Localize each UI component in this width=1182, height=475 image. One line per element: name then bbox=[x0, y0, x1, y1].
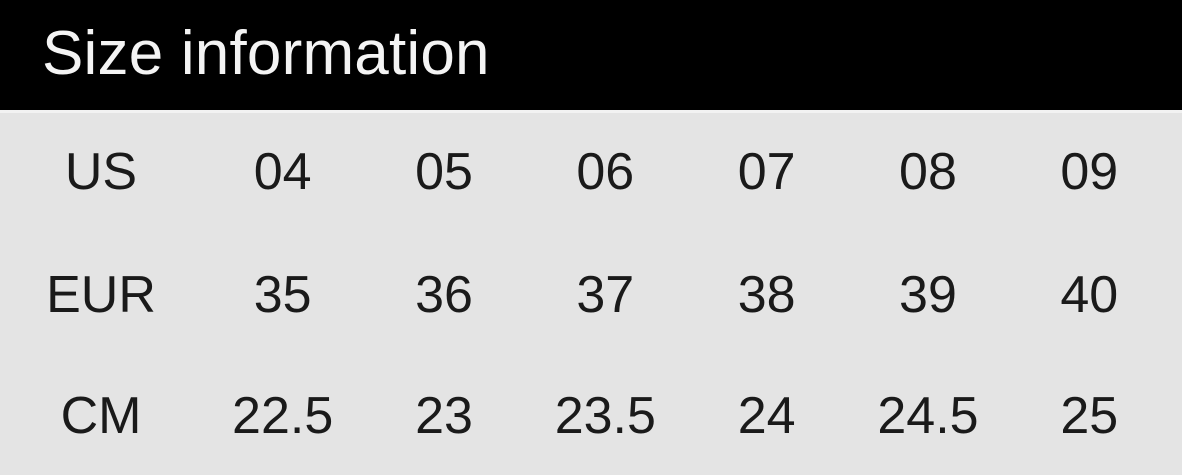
size-cell: 04 bbox=[253, 143, 312, 202]
size-cell: 40 bbox=[1060, 266, 1119, 324]
row-label-us: US bbox=[64, 143, 138, 202]
size-cell: 23.5 bbox=[554, 386, 656, 445]
size-cell: 22.5 bbox=[232, 386, 334, 445]
size-cell: 07 bbox=[737, 143, 796, 202]
size-cell: 37 bbox=[576, 266, 635, 324]
size-cell: 39 bbox=[899, 266, 957, 324]
size-cell: 36 bbox=[415, 266, 473, 324]
size-cell: 23 bbox=[415, 386, 473, 445]
header-divider bbox=[0, 110, 1182, 113]
size-table: US 04 05 06 07 08 09 EUR 35 36 37 38 39 … bbox=[0, 113, 1182, 475]
table-row: US 04 05 06 07 08 09 bbox=[0, 113, 1182, 236]
size-cell: 24.5 bbox=[877, 386, 979, 445]
chart-header-band: Size information bbox=[0, 0, 1182, 110]
size-cell: 05 bbox=[415, 143, 473, 202]
table-row: EUR 35 36 37 38 39 40 bbox=[0, 236, 1182, 357]
size-cell: 38 bbox=[737, 266, 796, 324]
row-label-eur: EUR bbox=[46, 266, 156, 324]
row-label-cm: CM bbox=[60, 386, 142, 445]
page-title: Size information bbox=[42, 18, 490, 88]
size-cell: 25 bbox=[1060, 386, 1119, 445]
size-cell: 24 bbox=[737, 386, 796, 445]
size-cell: 06 bbox=[576, 143, 635, 202]
size-cell: 35 bbox=[253, 266, 312, 324]
row-cells-cm: 22.5 23 23.5 24 24.5 25 bbox=[202, 390, 1182, 442]
table-row: CM 22.5 23 23.5 24 24.5 25 bbox=[0, 356, 1182, 475]
row-cells-eur: 35 36 37 38 39 40 bbox=[202, 269, 1182, 321]
size-cell: 09 bbox=[1060, 143, 1119, 202]
size-cell: 08 bbox=[899, 143, 957, 202]
row-cells-us: 04 05 06 07 08 09 bbox=[202, 146, 1182, 198]
